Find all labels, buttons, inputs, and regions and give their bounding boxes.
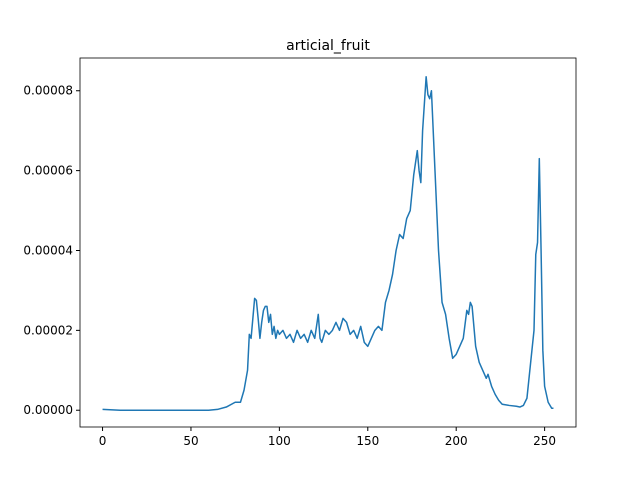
- y-tick-label: 0.00004: [23, 243, 73, 257]
- y-tick-label: 0.00008: [23, 84, 73, 98]
- x-tick-label: 150: [356, 434, 379, 448]
- chart-title: articial_fruit: [286, 38, 370, 54]
- y-tick-label: 0.00000: [23, 403, 73, 417]
- x-tick-label: 100: [268, 434, 291, 448]
- x-tick-label: 250: [533, 434, 556, 448]
- y-tick-label: 0.00002: [23, 323, 73, 337]
- plot-frame: [79, 57, 577, 428]
- x-tick-label: 50: [183, 434, 198, 448]
- x-tick-label: 200: [445, 434, 468, 448]
- data-line: [102, 76, 554, 411]
- y-tick-label: 0.00006: [23, 164, 73, 178]
- x-tick-label: 0: [99, 434, 107, 448]
